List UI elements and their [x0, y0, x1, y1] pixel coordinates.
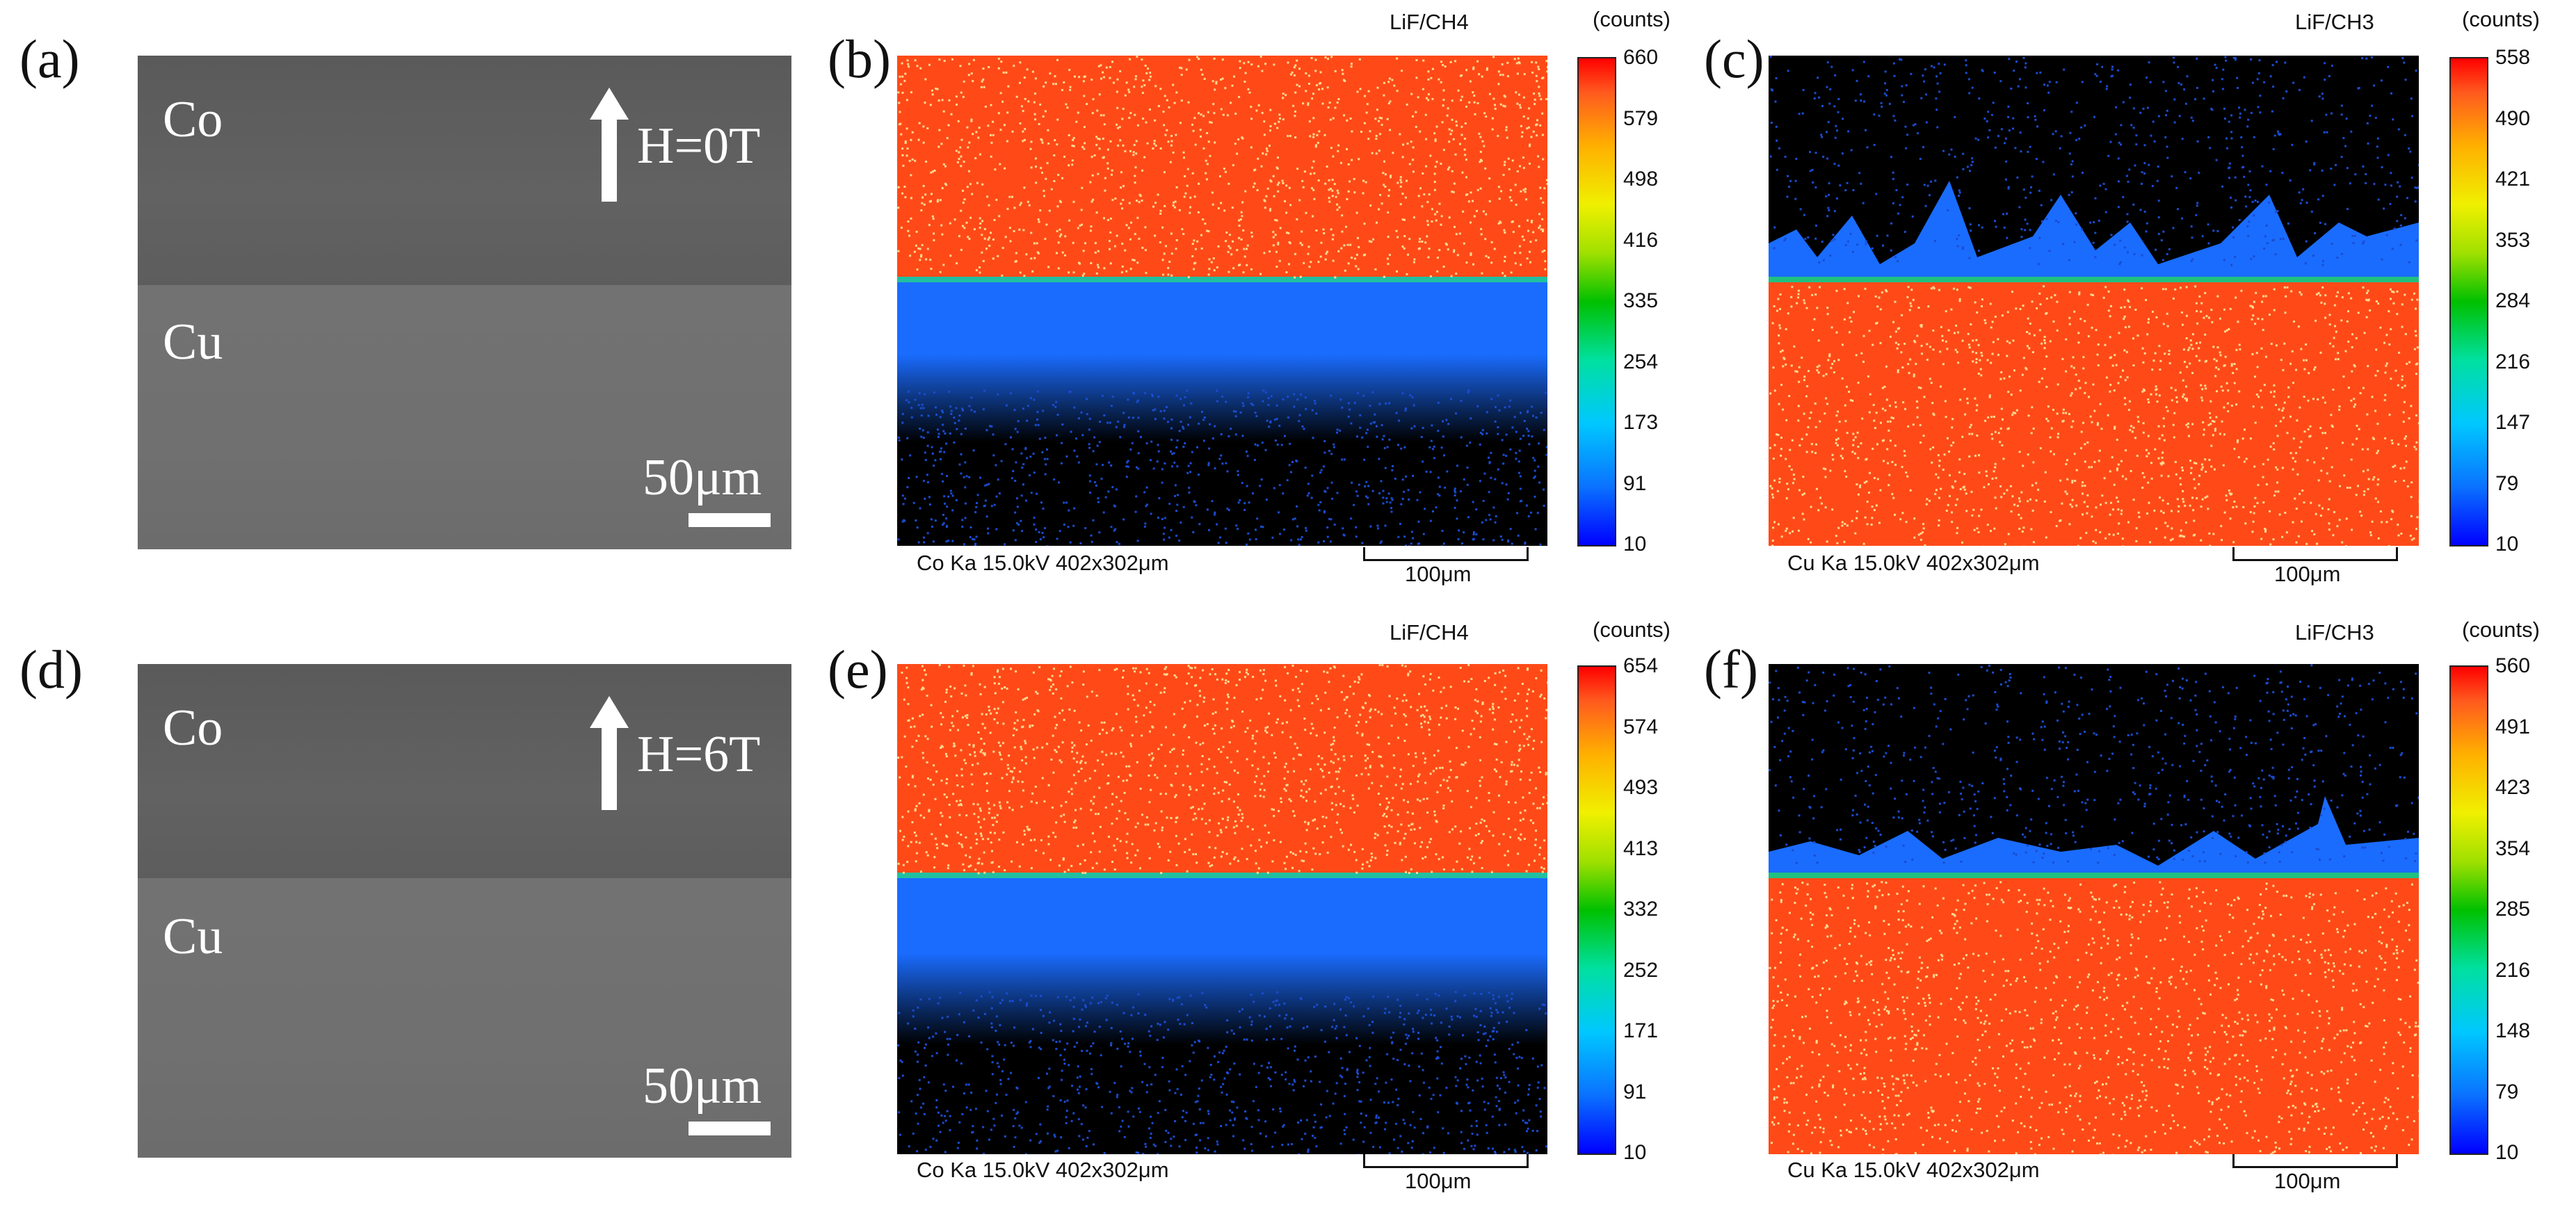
detector-label-b: LiF/CH4 — [1390, 10, 1469, 34]
colorbar-tick: 148 — [2495, 1019, 2531, 1042]
field-label: H=0T — [637, 118, 761, 175]
colorbar-tick: 654 — [1623, 654, 1659, 677]
map-scale-bar-b — [1363, 547, 1529, 561]
colorbar-tick: 147 — [2495, 411, 2531, 434]
caption-b: Co Ka 15.0kV 402x302μm — [917, 551, 1169, 575]
map-scale-bar-c — [2232, 547, 2398, 561]
detector-label-e: LiF/CH4 — [1390, 620, 1469, 645]
colorbar-tick: 493 — [1623, 776, 1659, 799]
detector-label-f: LiF/CH3 — [2295, 620, 2374, 645]
map-scale-label-f: 100μm — [2274, 1169, 2341, 1193]
detector-label-c: LiF/CH3 — [2295, 10, 2374, 34]
colorbar-tick: 498 — [1623, 168, 1659, 191]
colorbar-tick: 10 — [2495, 533, 2519, 556]
colorbar-tick: 91 — [1623, 1080, 1647, 1103]
sem-image-d: Co Cu H=6T 50μm — [138, 664, 791, 1158]
caption-f: Cu Ka 15.0kV 402x302μm — [1787, 1158, 2040, 1182]
colorbar-tick: 91 — [1623, 471, 1647, 495]
map-scale-bar-e — [1363, 1154, 1529, 1168]
colorbar-f — [2449, 665, 2488, 1155]
eds-map-c — [1769, 56, 2419, 546]
scale-bar — [689, 513, 771, 527]
colorbar-tick: 335 — [1623, 289, 1659, 312]
eds-map-f — [1769, 664, 2419, 1154]
field-arrow-icon — [590, 88, 629, 120]
panel-label-b: (b) — [828, 29, 891, 89]
field-arrow-icon-d — [590, 696, 629, 728]
sem-label-cu-d: Cu — [163, 908, 223, 965]
unit-label-f: (counts) — [2462, 617, 2540, 642]
scale-bar-d — [689, 1122, 771, 1135]
unit-label-c: (counts) — [2462, 7, 2540, 31]
colorbar-tick: 416 — [1623, 228, 1659, 252]
eds-map-e — [897, 664, 1547, 1154]
colorbar-tick: 252 — [1623, 958, 1659, 982]
caption-c: Cu Ka 15.0kV 402x302μm — [1787, 551, 2040, 575]
colorbar-e — [1577, 665, 1616, 1155]
sem-image-a: Co Cu H=0T 50μm — [138, 56, 791, 549]
colorbar-tick: 413 — [1623, 836, 1659, 860]
colorbar-tick: 171 — [1623, 1019, 1659, 1042]
map-scale-bar-f — [2232, 1154, 2398, 1168]
colorbar-tick: 173 — [1623, 411, 1659, 434]
colorbar-tick: 79 — [2495, 1080, 2519, 1103]
sem-label-cu: Cu — [163, 314, 223, 371]
colorbar-tick: 490 — [2495, 106, 2531, 130]
colorbar-tick: 660 — [1623, 46, 1659, 69]
colorbar-tick: 558 — [2495, 46, 2531, 69]
colorbar-c — [2449, 57, 2488, 547]
colorbar-tick: 491 — [2495, 715, 2531, 738]
scale-label: 50μm — [643, 449, 762, 506]
colorbar-tick: 284 — [2495, 289, 2531, 312]
panel-label-f: (f) — [1704, 639, 1758, 699]
colorbar-tick: 216 — [2495, 958, 2531, 982]
scale-label-d: 50μm — [643, 1058, 762, 1115]
panel-label-a: (a) — [19, 29, 80, 89]
map-scale-label-c: 100μm — [2274, 562, 2341, 586]
colorbar-tick: 79 — [2495, 471, 2519, 495]
unit-label-b: (counts) — [1593, 7, 1671, 31]
sem-label-co-d: Co — [163, 699, 223, 756]
field-label-d: H=6T — [637, 726, 761, 783]
colorbar-tick: 10 — [1623, 1141, 1647, 1164]
panel-label-d: (d) — [19, 639, 83, 699]
colorbar-tick: 254 — [1623, 350, 1659, 373]
colorbar-tick: 10 — [2495, 1141, 2519, 1164]
colorbar-tick: 10 — [1623, 533, 1647, 556]
colorbar-tick: 579 — [1623, 106, 1659, 130]
colorbar-b — [1577, 57, 1616, 547]
panel-label-c: (c) — [1704, 29, 1764, 89]
panel-label-e: (e) — [828, 639, 888, 699]
caption-e: Co Ka 15.0kV 402x302μm — [917, 1158, 1169, 1182]
map-scale-label-b: 100μm — [1405, 562, 1472, 586]
colorbar-tick: 354 — [2495, 836, 2531, 860]
colorbar-tick: 423 — [2495, 776, 2531, 799]
colorbar-tick: 216 — [2495, 350, 2531, 373]
colorbar-tick: 285 — [2495, 898, 2531, 921]
colorbar-tick: 574 — [1623, 715, 1659, 738]
eds-map-b — [897, 56, 1547, 546]
colorbar-tick: 332 — [1623, 898, 1659, 921]
colorbar-tick: 421 — [2495, 168, 2531, 191]
map-scale-label-e: 100μm — [1405, 1169, 1472, 1193]
unit-label-e: (counts) — [1593, 617, 1671, 642]
sem-label-co: Co — [163, 91, 223, 148]
colorbar-tick: 353 — [2495, 228, 2531, 252]
colorbar-tick: 560 — [2495, 654, 2531, 677]
